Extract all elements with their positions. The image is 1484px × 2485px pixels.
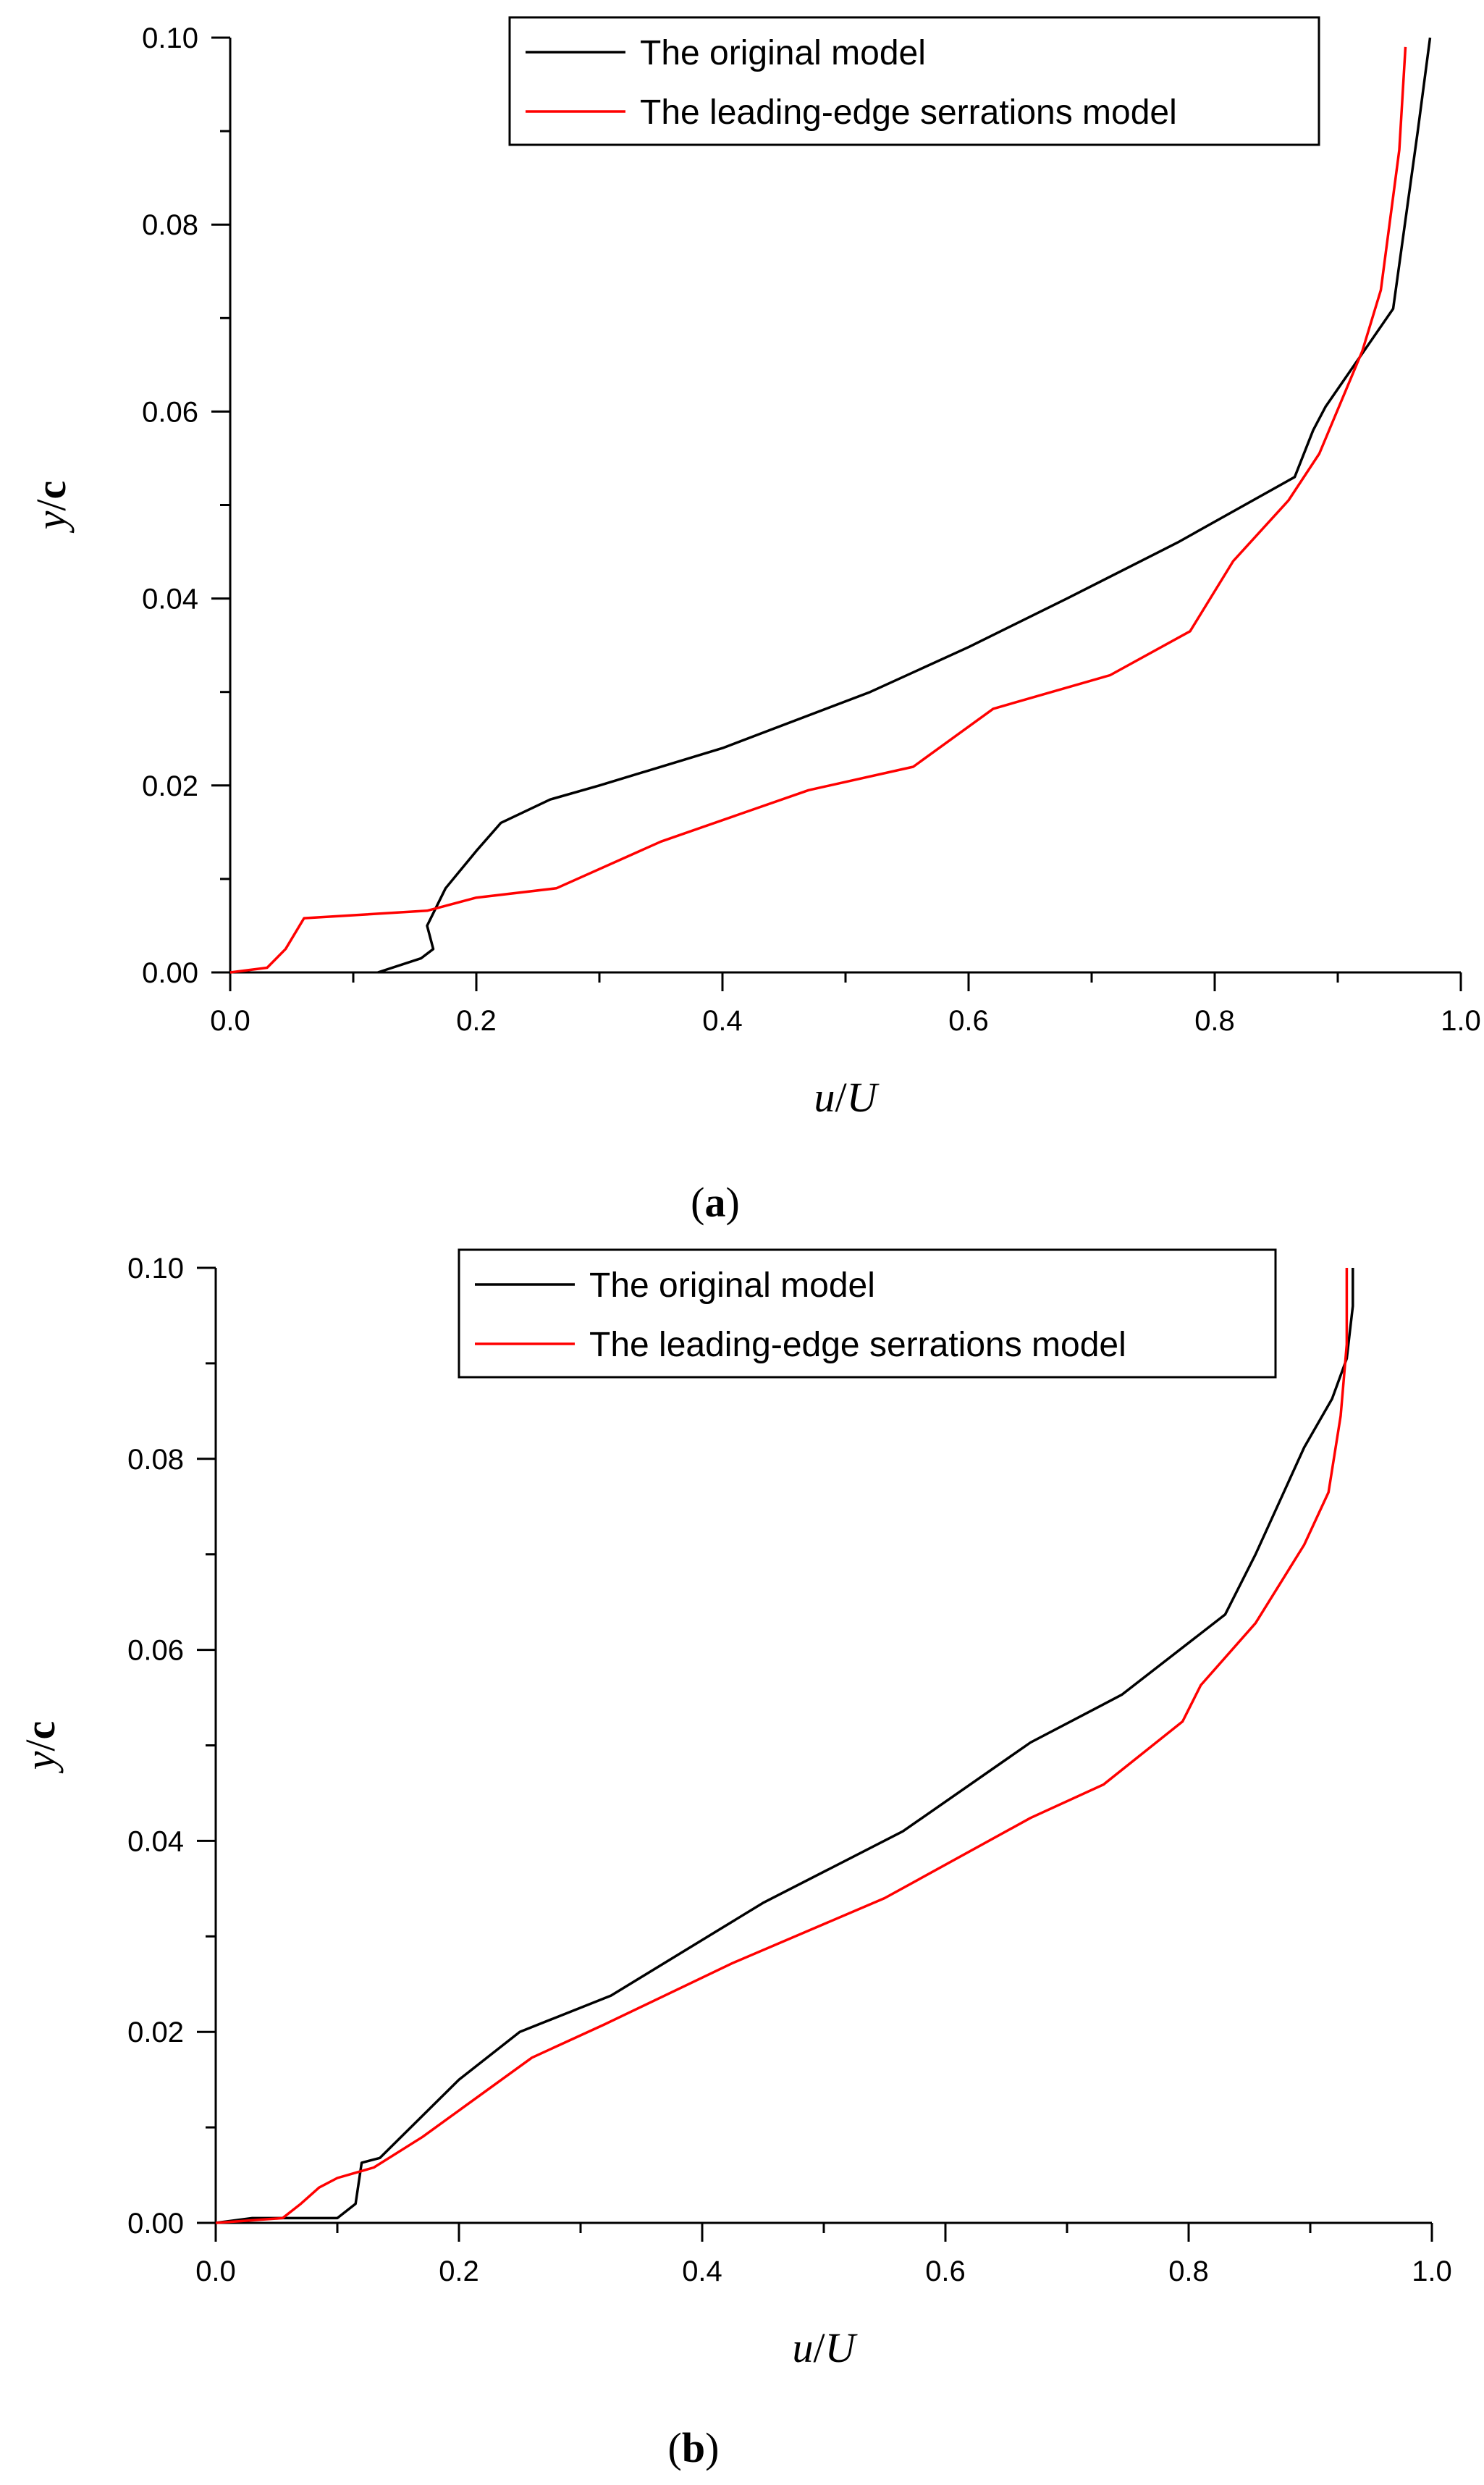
x-axis-label: u/U <box>814 1074 880 1121</box>
y-tick-label: 0.04 <box>142 584 198 615</box>
legend-label: The leading-edge serrations model <box>589 1326 1126 1364</box>
y-tick-label: 0.10 <box>127 1253 184 1284</box>
x-tick-label: 0.4 <box>682 2255 722 2287</box>
x-tick-label: 0.4 <box>702 1005 743 1037</box>
panel-label-open: ( <box>668 2424 682 2471</box>
legend-label: The original model <box>589 1266 875 1305</box>
panel-label: (b) <box>668 2424 720 2471</box>
legend-box <box>458 1248 1277 1379</box>
panel-label-letter: b <box>682 2424 705 2471</box>
x-axis-label-part: / <box>835 1074 847 1121</box>
x-axis-label-part: U <box>847 1074 880 1121</box>
x-axis-label-part: U <box>825 2324 859 2371</box>
x-tick-label: 0.2 <box>456 1005 497 1037</box>
panel-label-close: ) <box>705 2424 719 2471</box>
x-tick-label: 0.8 <box>1168 2255 1209 2287</box>
panel-label-open: ( <box>691 1179 704 1226</box>
y-tick-label: 0.00 <box>142 957 198 989</box>
y-tick-label: 0.08 <box>142 209 198 241</box>
x-axis-label-part: / <box>813 2324 825 2371</box>
y-tick-label: 0.08 <box>127 1444 184 1476</box>
chart-panel-b: 0.0 0.2 0.4 0.6 0.8 1.0 0.00 0.02 0.04 0.06 0.08 0.… <box>17 1248 1452 2471</box>
legend: The original model The leading-edge serra… <box>458 1248 1277 1379</box>
series-line-original-model <box>377 37 1432 974</box>
series-line-original-model <box>215 1268 1354 2224</box>
series-line-serrations-model <box>229 46 1407 974</box>
y-axis-label-part: / <box>17 1739 64 1752</box>
panel-label: (a) <box>691 1179 740 1226</box>
y-axis-label-part: c <box>17 1721 64 1740</box>
x-tick-label: 0.0 <box>195 2255 236 2287</box>
y-tick-label: 0.02 <box>127 2017 184 2048</box>
x-tick-label: 0.6 <box>948 1005 989 1037</box>
x-axis-label-part: u <box>814 1074 835 1121</box>
x-tick-label: 0.8 <box>1194 1005 1235 1037</box>
y-tick-label: 0.10 <box>142 22 198 54</box>
panel-label-close: ) <box>726 1179 740 1226</box>
y-tick-label: 0.02 <box>142 770 198 802</box>
x-axis-label-part: u <box>792 2324 813 2371</box>
chart-panel-a: 0.0 0.2 0.4 0.6 0.8 1.0 0.00 0.02 0.04 0.06 0.08 0.… <box>28 16 1481 1226</box>
x-tick-label: 0.2 <box>439 2255 479 2287</box>
y-axis-label-part: y <box>28 510 75 533</box>
y-axis-label: y/c <box>17 1721 64 1774</box>
y-tick-label: 0.04 <box>127 1825 184 1857</box>
legend-box <box>508 16 1320 146</box>
panel-label-letter: a <box>705 1179 726 1226</box>
y-axis-label: y/c <box>28 481 75 534</box>
x-tick-label: 0.0 <box>210 1005 250 1037</box>
y-tick-label: 0.06 <box>142 396 198 428</box>
x-tick-label: 1.0 <box>1412 2255 1452 2287</box>
x-axis-label: u/U <box>792 2324 858 2371</box>
x-tick-label: 1.0 <box>1441 1005 1481 1037</box>
y-tick-label: 0.06 <box>127 1635 184 1667</box>
series-line-serrations-model <box>215 1268 1349 2224</box>
legend-label: The original model <box>640 34 926 72</box>
legend: The original model The leading-edge serra… <box>508 16 1320 146</box>
y-axis-label-part: c <box>28 481 75 500</box>
legend-label: The leading-edge serrations model <box>640 93 1177 132</box>
y-axis-label-part: / <box>28 499 75 511</box>
x-tick-label: 0.6 <box>925 2255 966 2287</box>
y-axis-label-part: y <box>17 1751 64 1773</box>
y-tick-label: 0.00 <box>127 2208 184 2240</box>
